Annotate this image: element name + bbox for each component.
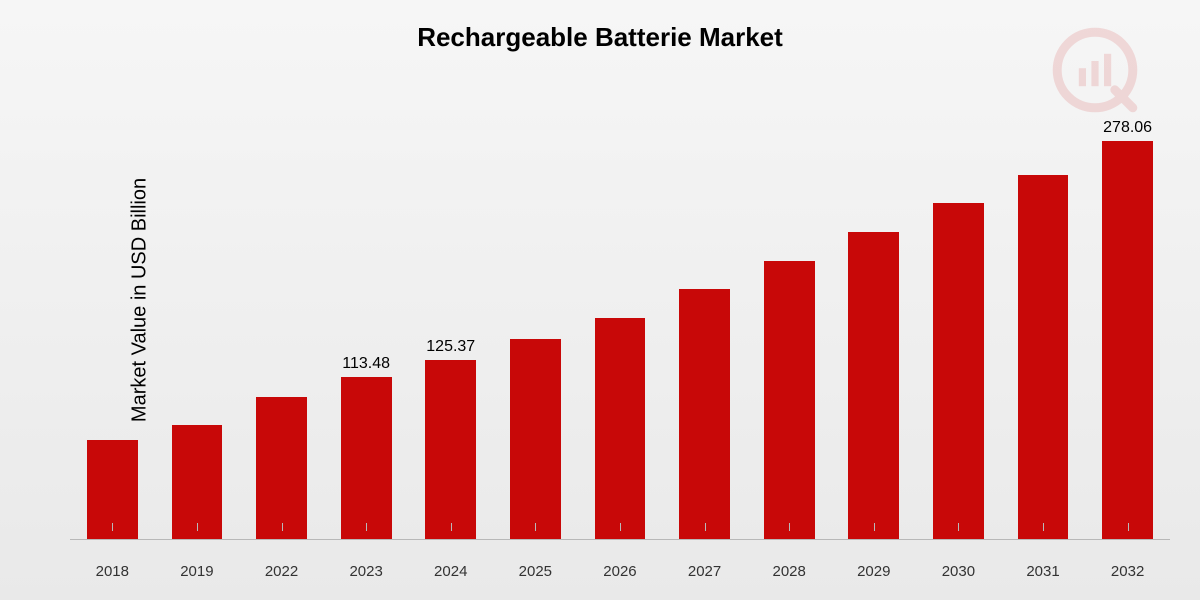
x-tick: 2023 [324, 563, 409, 580]
x-tick: 2026 [578, 563, 663, 580]
x-tick-container: 2018201920222023202420252026202720282029… [70, 563, 1170, 580]
bar [764, 261, 815, 541]
plot-area: 113.48 125.37 278.06 [70, 110, 1170, 540]
x-tick: 2018 [70, 563, 155, 580]
bar [679, 289, 730, 540]
bar-slot: 278.06 [1085, 110, 1170, 540]
x-tick: 2028 [747, 563, 832, 580]
bar-slot [1001, 110, 1086, 540]
x-tick: 2030 [916, 563, 1001, 580]
bar [425, 360, 476, 540]
x-tick: 2019 [155, 563, 240, 580]
bar-data-label: 278.06 [1103, 119, 1152, 137]
bar [256, 397, 307, 540]
bar-slot [831, 110, 916, 540]
bar-slot [747, 110, 832, 540]
x-tick: 2022 [239, 563, 324, 580]
bar [1018, 175, 1069, 541]
bar [1102, 141, 1153, 540]
watermark-logo-icon [1050, 25, 1140, 115]
bar-slot: 113.48 [324, 110, 409, 540]
chart-title: Rechargeable Batterie Market [417, 22, 783, 53]
bar [933, 203, 984, 540]
x-tick: 2025 [493, 563, 578, 580]
bar-data-label: 113.48 [342, 355, 390, 373]
bar [510, 339, 561, 540]
x-tick: 2031 [1001, 563, 1086, 580]
bar-slot [493, 110, 578, 540]
x-tick: 2029 [831, 563, 916, 580]
bar-data-label: 125.37 [426, 338, 475, 356]
bar [595, 318, 646, 540]
x-tick: 2032 [1085, 563, 1170, 580]
bar [341, 377, 392, 540]
bar-slot [662, 110, 747, 540]
x-axis-line [70, 539, 1170, 540]
x-tick: 2024 [408, 563, 493, 580]
x-tick: 2027 [662, 563, 747, 580]
bar-slot [916, 110, 1001, 540]
bar-slot [155, 110, 240, 540]
bar-slot [239, 110, 324, 540]
bar-container: 113.48 125.37 278.06 [70, 110, 1170, 540]
bar-slot [578, 110, 663, 540]
bar-slot [70, 110, 155, 540]
bar-slot: 125.37 [408, 110, 493, 540]
bar [848, 232, 899, 540]
